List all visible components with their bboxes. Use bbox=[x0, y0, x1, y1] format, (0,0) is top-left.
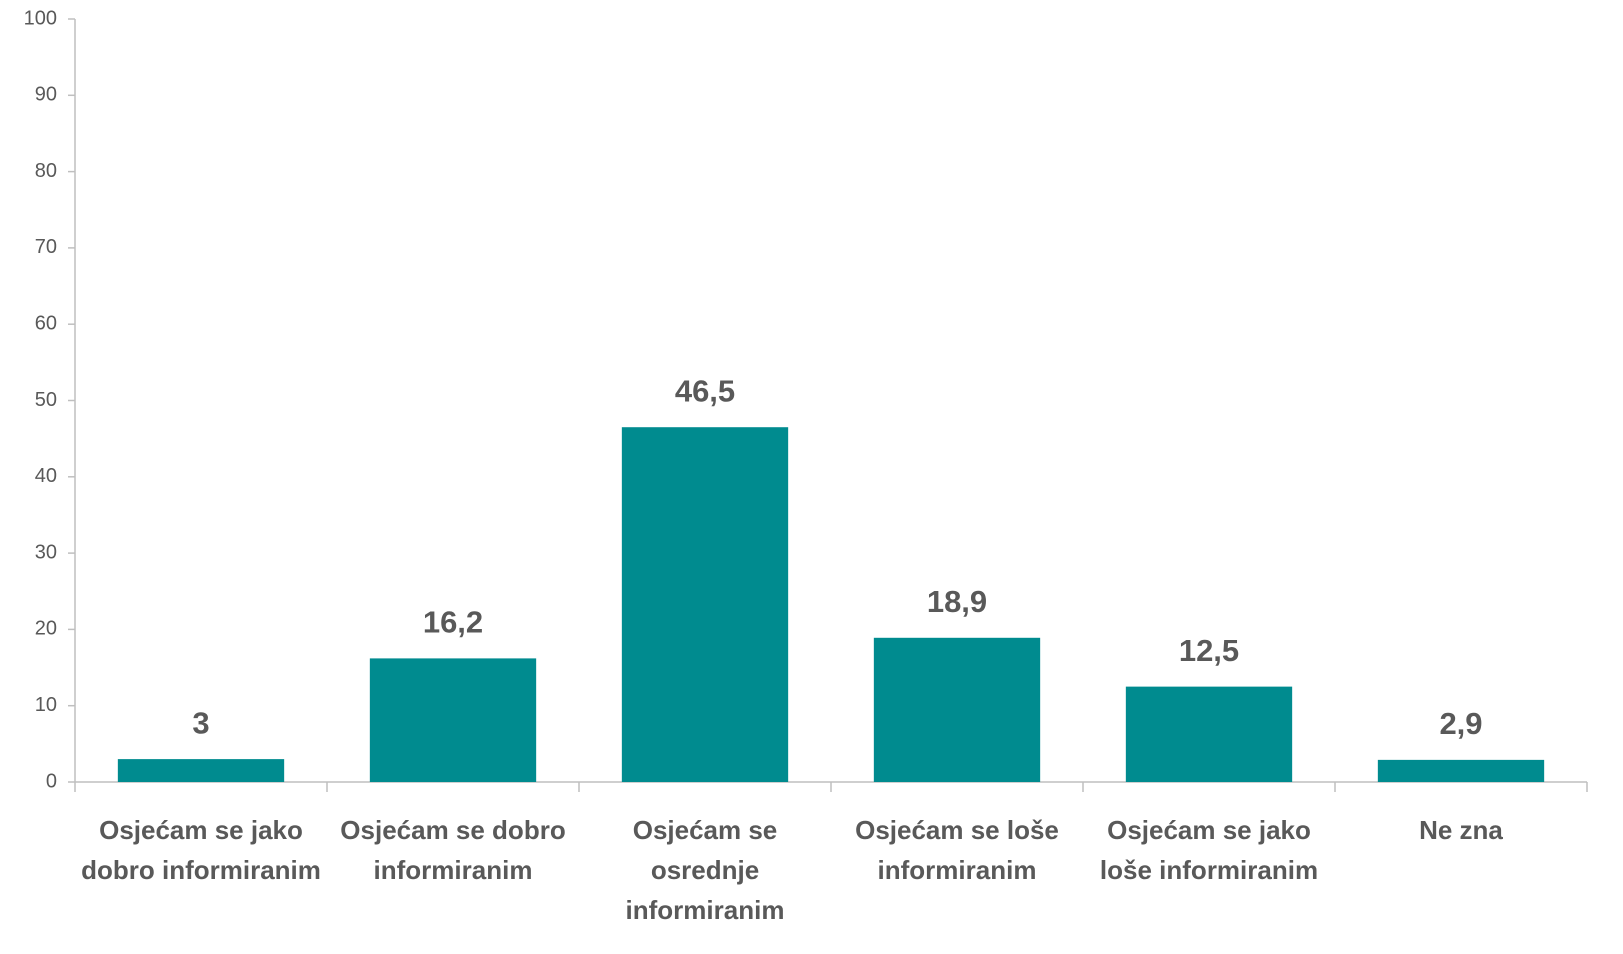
data-label: 18,9 bbox=[927, 584, 987, 619]
y-tick-label: 100 bbox=[24, 7, 57, 29]
y-tick-label: 10 bbox=[35, 694, 57, 716]
x-tick-label: Osjećam se dobro informiranim bbox=[340, 815, 566, 885]
data-label: 12,5 bbox=[1179, 633, 1239, 668]
data-label: 2,9 bbox=[1439, 706, 1482, 741]
bar bbox=[621, 427, 789, 782]
x-tick-label: Osjećam se jako loše informiranim bbox=[1099, 815, 1319, 885]
y-tick-label: 40 bbox=[35, 465, 57, 487]
x-tick-label: Ne zna bbox=[1419, 815, 1503, 845]
y-tick-label: 60 bbox=[35, 312, 57, 334]
x-tick-label: Osjećam se osrednje informiranim bbox=[625, 815, 785, 925]
bar bbox=[873, 637, 1041, 782]
y-tick-label: 30 bbox=[35, 541, 57, 563]
bar bbox=[117, 759, 285, 782]
bar bbox=[1377, 759, 1545, 782]
data-label: 16,2 bbox=[423, 605, 483, 640]
data-label: 3 bbox=[192, 705, 209, 740]
bar bbox=[1125, 686, 1293, 782]
data-label: 46,5 bbox=[675, 373, 735, 408]
y-tick-label: 90 bbox=[35, 84, 57, 106]
y-tick-label: 20 bbox=[35, 618, 57, 640]
y-tick-label: 70 bbox=[35, 236, 57, 258]
y-tick-label: 50 bbox=[35, 389, 57, 411]
y-tick-label: 0 bbox=[46, 770, 57, 792]
x-tick-label: Osjećam se jako dobro informiranim bbox=[81, 815, 321, 885]
bar bbox=[369, 658, 537, 782]
x-tick-label: Osjećam se loše informiranim bbox=[855, 815, 1059, 885]
y-tick-label: 80 bbox=[35, 160, 57, 182]
